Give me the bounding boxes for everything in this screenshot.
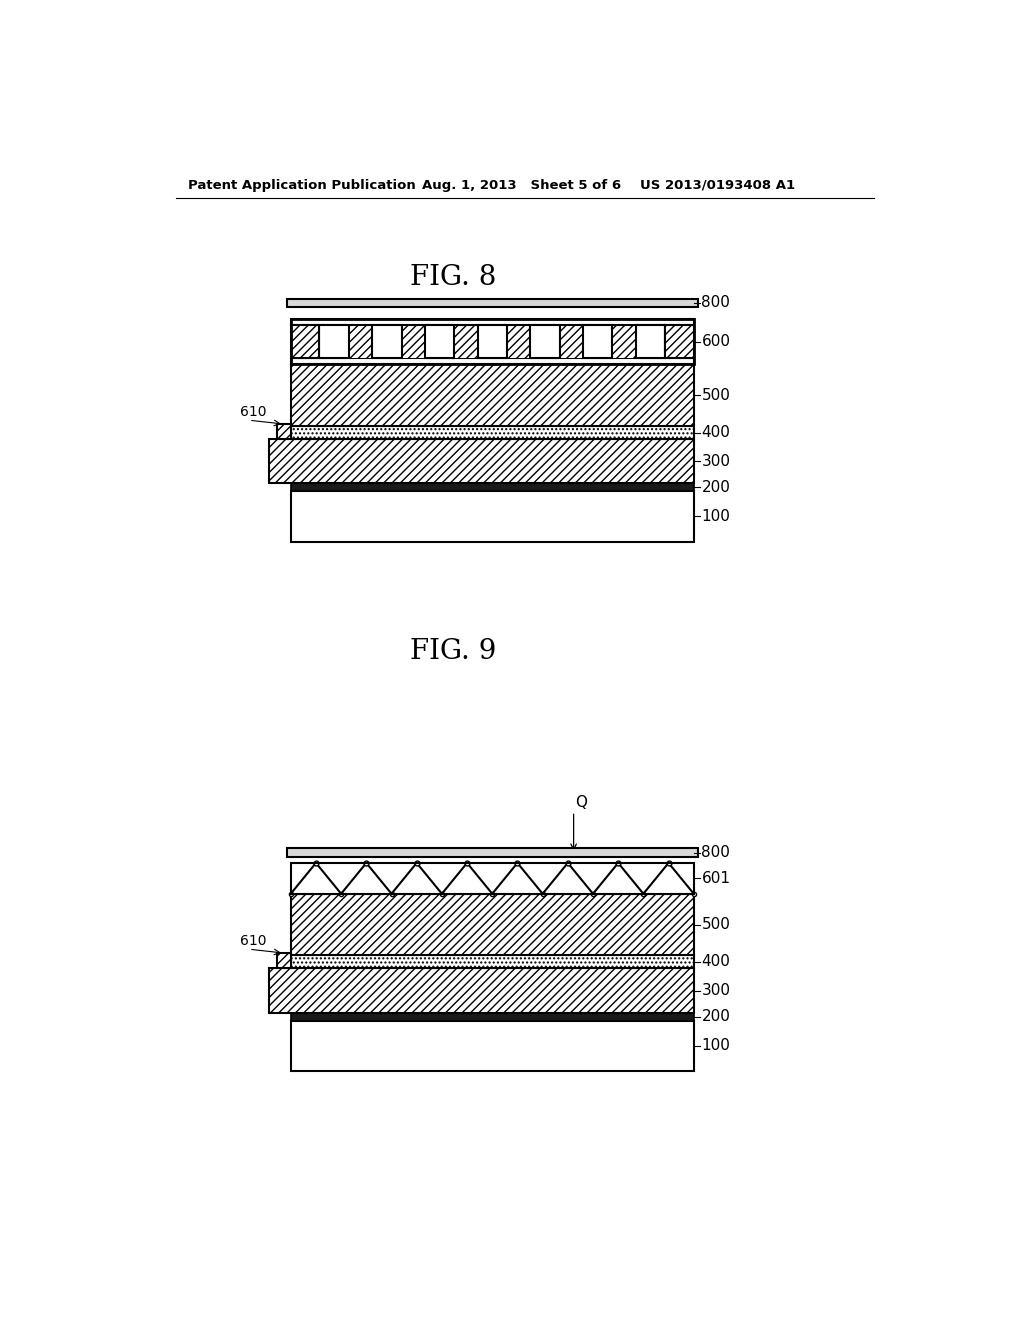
Text: 800: 800 (701, 845, 730, 861)
Bar (291, 326, 319, 358)
Bar (291, 319, 693, 326)
Bar (291, 358, 693, 364)
Text: Patent Application Publication: Patent Application Publication (188, 178, 416, 191)
Text: 400: 400 (701, 954, 730, 969)
Bar (291, 1020, 693, 1071)
Text: 800: 800 (701, 296, 730, 310)
Text: US 2013/0193408 A1: US 2013/0193408 A1 (640, 178, 795, 191)
Text: 610: 610 (240, 405, 266, 420)
Text: 100: 100 (701, 510, 730, 524)
Bar (636, 326, 665, 358)
Text: 601: 601 (701, 871, 730, 886)
Text: FIG. 9: FIG. 9 (411, 638, 497, 665)
Text: FIG. 8: FIG. 8 (411, 264, 497, 292)
Bar (425, 326, 455, 358)
Text: 300: 300 (701, 454, 730, 469)
Bar (291, 364, 693, 426)
Text: 500: 500 (701, 388, 730, 403)
Bar (287, 849, 697, 857)
Text: 610: 610 (240, 935, 266, 949)
Text: 100: 100 (701, 1039, 730, 1053)
Bar (530, 326, 560, 358)
Text: 200: 200 (701, 1010, 730, 1024)
Bar (372, 326, 401, 358)
Bar (287, 298, 697, 308)
Text: 600: 600 (701, 334, 730, 350)
Text: 200: 200 (701, 479, 730, 495)
Bar (291, 491, 693, 543)
Bar (477, 326, 507, 358)
Bar (583, 326, 612, 358)
Polygon shape (291, 863, 693, 894)
Text: 400: 400 (701, 425, 730, 441)
Bar (291, 319, 693, 364)
Text: Q: Q (575, 795, 587, 810)
Bar (269, 969, 693, 1014)
Text: 500: 500 (701, 917, 730, 932)
Bar (291, 956, 693, 969)
Bar (291, 894, 693, 956)
Bar (291, 483, 693, 491)
Bar (665, 326, 693, 358)
Bar (276, 953, 291, 969)
Bar (291, 1014, 693, 1020)
Bar (319, 326, 349, 358)
Bar (276, 424, 291, 440)
Bar (291, 426, 693, 440)
Text: Aug. 1, 2013   Sheet 5 of 6: Aug. 1, 2013 Sheet 5 of 6 (423, 178, 622, 191)
Bar (291, 326, 693, 358)
Text: 300: 300 (701, 983, 730, 998)
Bar (269, 440, 693, 483)
Bar (291, 863, 693, 894)
